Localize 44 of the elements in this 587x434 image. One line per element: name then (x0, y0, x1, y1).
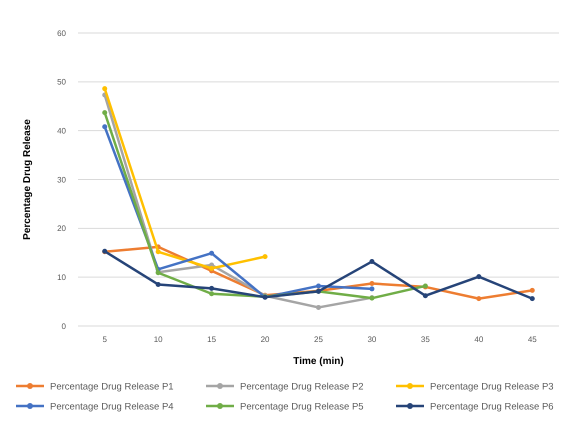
point (209, 266, 214, 271)
legend-label: Percentage Drug Release P5 (240, 401, 364, 412)
x-tick-label: 10 (154, 335, 164, 344)
y-tick-label: 20 (57, 224, 67, 234)
y-tick-label: 0 (62, 322, 67, 331)
y-tick-label: 50 (57, 78, 67, 87)
point (102, 86, 108, 92)
point (369, 281, 374, 286)
point (209, 250, 214, 256)
point (209, 286, 214, 291)
point (209, 291, 214, 296)
point (369, 286, 374, 292)
x-axis-title: Time (min) (293, 356, 344, 367)
x-tick-label: 5 (102, 335, 108, 344)
point (156, 282, 161, 287)
x-tick-label: 30 (367, 335, 377, 344)
x-tick-label: 40 (474, 335, 484, 344)
point (530, 288, 535, 293)
x-tick-label: 35 (420, 335, 430, 344)
point (530, 296, 535, 302)
y-tick-label: 30 (57, 175, 67, 184)
legend-label: Percentage Drug Release P3 (430, 381, 554, 392)
point (102, 124, 108, 130)
legend-label: Percentage Drug Release P6 (430, 401, 554, 412)
point (156, 249, 161, 254)
y-tick-label: 10 (57, 272, 67, 282)
y-tick-label: 60 (57, 28, 67, 38)
y-tick-label: 40 (57, 126, 67, 136)
point (316, 304, 321, 310)
legend-label: Percentage Drug Release P4 (50, 401, 174, 412)
point (102, 110, 108, 116)
y-axis-title: Percentage Drug Release (22, 118, 33, 240)
point (422, 293, 428, 298)
point (316, 283, 321, 288)
legend-label: Percentage Drug Release P2 (240, 381, 364, 392)
x-tick-label: 25 (314, 335, 324, 344)
point (369, 259, 374, 264)
x-tick-label: 20 (260, 335, 270, 344)
point (262, 254, 268, 260)
x-tick-label: 45 (528, 335, 538, 344)
x-tick-label: 15 (207, 335, 217, 344)
legend-label: Percentage Drug Release P1 (50, 381, 174, 392)
point (476, 296, 482, 302)
point (476, 274, 482, 280)
